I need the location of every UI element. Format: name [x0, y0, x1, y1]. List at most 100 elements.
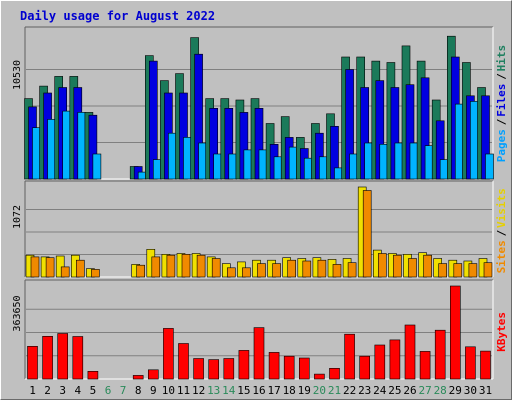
bar-sites-10 [166, 254, 176, 278]
bar-sites-1 [30, 256, 40, 278]
bar-kbytes-2 [42, 335, 53, 380]
bars-visits_sites [25, 186, 493, 278]
bar-kbytes-29 [449, 285, 461, 380]
bar-kbytes-14 [223, 358, 235, 380]
bar-kbytes-19 [298, 357, 310, 380]
bar-pages-10 [168, 132, 177, 180]
bar-sites-21 [332, 264, 342, 278]
x-tick-label: 21 [328, 384, 341, 397]
bar-sites-29 [453, 263, 463, 278]
legend-item-hits: Hits [495, 45, 508, 72]
bar-sites-3 [60, 266, 70, 278]
bar-sites-11 [181, 254, 191, 278]
bar-pages-8 [137, 171, 147, 180]
bar-pages-26 [409, 142, 419, 180]
chart-title: Daily usage for August 2022 [20, 9, 215, 23]
legend-separator: / [495, 118, 508, 125]
bar-kbytes-11 [178, 343, 189, 380]
bars-kbytes [27, 285, 491, 380]
x-tick-label: 14 [222, 384, 236, 397]
legend-item-visits: Visits [495, 188, 508, 228]
bar-kbytes-9 [148, 369, 159, 380]
x-tick-label: 16 [252, 384, 265, 397]
bar-sites-14 [227, 267, 236, 278]
bar-pages-25 [394, 142, 404, 180]
bar-kbytes-15 [238, 350, 250, 380]
bar-sites-28 [438, 263, 448, 278]
bar-kbytes-16 [253, 327, 265, 380]
bar-pages-22 [349, 153, 358, 180]
bar-sites-27 [423, 254, 432, 278]
bar-kbytes-5 [87, 370, 99, 380]
legend-separator: / [495, 73, 508, 80]
bar-kbytes-23 [359, 355, 371, 380]
bar-kbytes-22 [344, 333, 355, 380]
bar-kbytes-17 [268, 352, 280, 380]
bar-kbytes-10 [163, 328, 174, 380]
bar-kbytes-13 [208, 359, 219, 380]
bar-pages-29 [454, 103, 464, 180]
bar-kbytes-21 [329, 367, 340, 380]
x-tick-label: 2 [44, 384, 51, 397]
legend-hits_files_pages: Pages/Files/Hits [495, 45, 508, 162]
bar-sites-23 [362, 190, 372, 278]
bar-sites-25 [393, 254, 402, 278]
bar-kbytes-12 [193, 358, 204, 380]
bar-sites-19 [302, 260, 312, 278]
y-scale-label: 10530 [12, 60, 23, 90]
x-tick-label: 10 [162, 384, 175, 397]
bar-visits-3 [55, 255, 65, 278]
bar-sites-4 [76, 259, 85, 278]
gridlines [26, 209, 492, 255]
x-tick-label: 29 [449, 384, 462, 397]
bar-sites-31 [483, 262, 493, 278]
bar-pages-16 [258, 149, 268, 180]
x-tick-label: 3 [59, 384, 66, 397]
bar-sites-17 [272, 263, 281, 278]
bar-sites-26 [408, 258, 417, 278]
bar-pages-15 [243, 149, 253, 180]
bar-kbytes-8 [132, 375, 144, 380]
bar-kbytes-26 [404, 324, 416, 380]
panel-kbytes: 363650 KBytes [12, 279, 508, 380]
bar-kbytes-1 [27, 345, 38, 380]
x-tick-label: 13 [207, 384, 220, 397]
bar-sites-15 [242, 267, 251, 278]
panel-visits_sites: 1072 Sites /Visits [12, 180, 508, 278]
x-tick-label: 5 [90, 384, 97, 397]
x-tick-label: 20 [313, 384, 326, 397]
x-tick-label: 6 [105, 384, 112, 397]
x-tick-label: 24 [373, 384, 387, 397]
x-tick-label: 19 [298, 384, 311, 397]
bar-sites-12 [196, 254, 206, 278]
bar-kbytes-18 [283, 355, 295, 380]
bar-sites-8 [136, 264, 145, 278]
x-tick-label: 1 [29, 384, 36, 397]
legend-visits_sites: Sites /Visits [495, 188, 508, 273]
bar-sites-22 [347, 262, 357, 278]
bar-pages-31 [485, 153, 494, 180]
x-tick-label: 12 [192, 384, 205, 397]
bar-kbytes-28 [434, 329, 446, 380]
x-tick-label: 7 [120, 384, 127, 397]
x-tick-label: 25 [388, 384, 401, 397]
panels: 10530Pages/Files/Hits1072Sites/Visits363… [12, 26, 508, 380]
bar-sites-30 [468, 263, 478, 278]
x-tick-label: 22 [343, 384, 356, 397]
bar-kbytes-4 [72, 336, 84, 380]
y-scale-label: 363650 [12, 295, 23, 331]
bar-sites-9 [151, 256, 161, 278]
bar-pages-17 [273, 156, 283, 180]
x-axis-labels: 1 2 3 4 5 6 7 8 9 10 11 12 13 14 15 16 17 18 19 20 21 22 23 24 2… [29, 384, 492, 397]
bar-pages-21 [334, 167, 343, 180]
x-tick-label: 23 [358, 384, 371, 397]
bar-pages-5 [92, 153, 102, 180]
bar-kbytes-24 [374, 344, 386, 380]
x-tick-label: 26 [403, 384, 416, 397]
bar-kbytes-31 [480, 350, 491, 380]
bar-pages-27 [424, 145, 434, 180]
bar-sites-16 [257, 263, 266, 278]
bar-pages-11 [183, 137, 192, 180]
